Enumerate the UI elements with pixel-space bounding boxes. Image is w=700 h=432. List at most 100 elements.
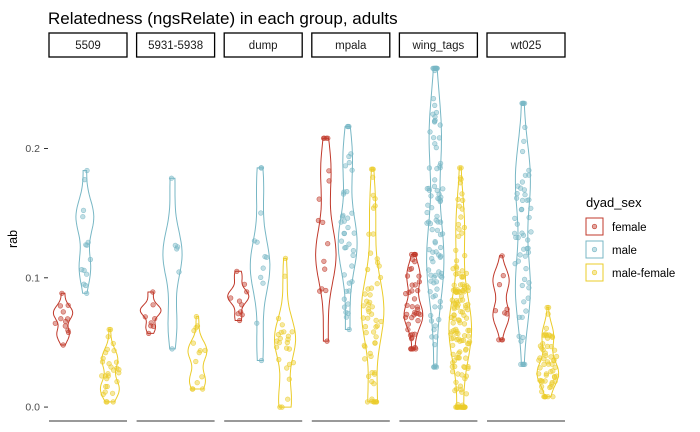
data-point <box>415 288 421 294</box>
data-point <box>370 174 376 180</box>
data-point <box>81 267 87 274</box>
data-point <box>110 399 116 405</box>
violin-male-female <box>99 329 120 403</box>
data-point <box>241 281 248 287</box>
data-point <box>284 365 290 371</box>
data-point <box>548 369 554 375</box>
data-point <box>236 298 243 304</box>
points-male-female <box>448 165 473 410</box>
data-point <box>432 119 438 125</box>
legend-key-female <box>585 217 604 236</box>
data-point <box>552 364 558 371</box>
data-point <box>542 394 548 400</box>
data-point <box>457 165 463 171</box>
data-point <box>102 389 108 395</box>
data-point <box>541 361 547 368</box>
data-point <box>325 241 331 247</box>
data-point <box>551 374 558 381</box>
y-axis: 0.0 0.1 0.2 <box>25 143 48 414</box>
data-point <box>427 289 433 295</box>
data-point <box>463 355 469 361</box>
data-point <box>169 346 175 352</box>
data-point <box>465 285 471 291</box>
legend-label-male: male <box>612 245 637 257</box>
data-point <box>432 102 438 108</box>
data-point <box>462 376 468 382</box>
points-male <box>424 65 446 370</box>
data-point <box>409 251 415 258</box>
data-point <box>436 317 442 323</box>
violin-male-female <box>360 168 385 403</box>
data-point <box>254 320 260 326</box>
data-point <box>461 289 467 295</box>
data-point <box>455 330 461 337</box>
data-point <box>239 312 245 318</box>
data-point <box>526 285 532 291</box>
data-point <box>200 386 206 392</box>
data-point <box>525 295 531 301</box>
data-point <box>438 244 444 251</box>
data-point <box>373 317 379 324</box>
data-point <box>65 327 71 333</box>
data-point <box>150 302 156 308</box>
data-point <box>528 229 534 235</box>
data-point <box>107 326 114 333</box>
data-point <box>551 357 557 363</box>
data-point <box>316 196 322 202</box>
data-point <box>426 247 432 253</box>
points-male-female <box>360 166 384 405</box>
data-point <box>519 314 525 320</box>
data-point <box>543 353 549 359</box>
data-point <box>438 219 444 225</box>
data-point <box>437 163 443 169</box>
facet-panel-wt025: wt025 <box>486 32 566 422</box>
data-point <box>251 238 257 244</box>
data-point <box>345 310 351 316</box>
legend-key-male-female <box>585 263 604 282</box>
data-point <box>431 135 437 141</box>
data-point <box>454 265 460 271</box>
data-point <box>103 383 109 390</box>
data-point <box>461 312 467 318</box>
data-point <box>432 177 438 183</box>
data-point <box>371 329 377 335</box>
data-point <box>260 280 266 286</box>
data-point <box>369 304 375 310</box>
data-point <box>105 334 111 340</box>
facet-strip-label: 5509 <box>75 40 101 52</box>
data-point <box>360 315 366 321</box>
data-point <box>548 344 554 350</box>
data-point <box>325 135 331 141</box>
data-point <box>496 337 502 343</box>
data-point <box>362 356 368 362</box>
data-point <box>458 309 464 315</box>
violin-male <box>75 170 95 294</box>
data-point <box>521 276 528 283</box>
data-point <box>528 205 534 211</box>
data-point <box>540 347 546 353</box>
data-point <box>499 253 505 259</box>
facet-panel-wing_tags: wing_tags <box>398 32 479 422</box>
data-point <box>372 370 378 376</box>
data-point <box>456 226 462 232</box>
data-point <box>454 258 460 264</box>
data-point <box>456 355 462 361</box>
data-point <box>519 148 526 155</box>
data-point <box>415 318 421 324</box>
data-point <box>244 289 250 295</box>
data-point <box>462 253 468 259</box>
violin-male <box>162 177 183 350</box>
data-point <box>345 215 351 221</box>
data-point <box>428 312 434 319</box>
data-point <box>461 224 468 231</box>
data-point <box>455 404 461 410</box>
points-male-female <box>536 304 560 400</box>
y-tick-label: 0.1 <box>25 272 40 284</box>
data-point <box>373 334 379 340</box>
chart-title: Relatedness (ngsRelate) in each group, a… <box>48 9 398 28</box>
data-point <box>520 361 527 368</box>
data-point <box>52 320 58 326</box>
data-point <box>416 273 422 279</box>
data-point <box>285 336 291 343</box>
data-point <box>416 279 423 285</box>
